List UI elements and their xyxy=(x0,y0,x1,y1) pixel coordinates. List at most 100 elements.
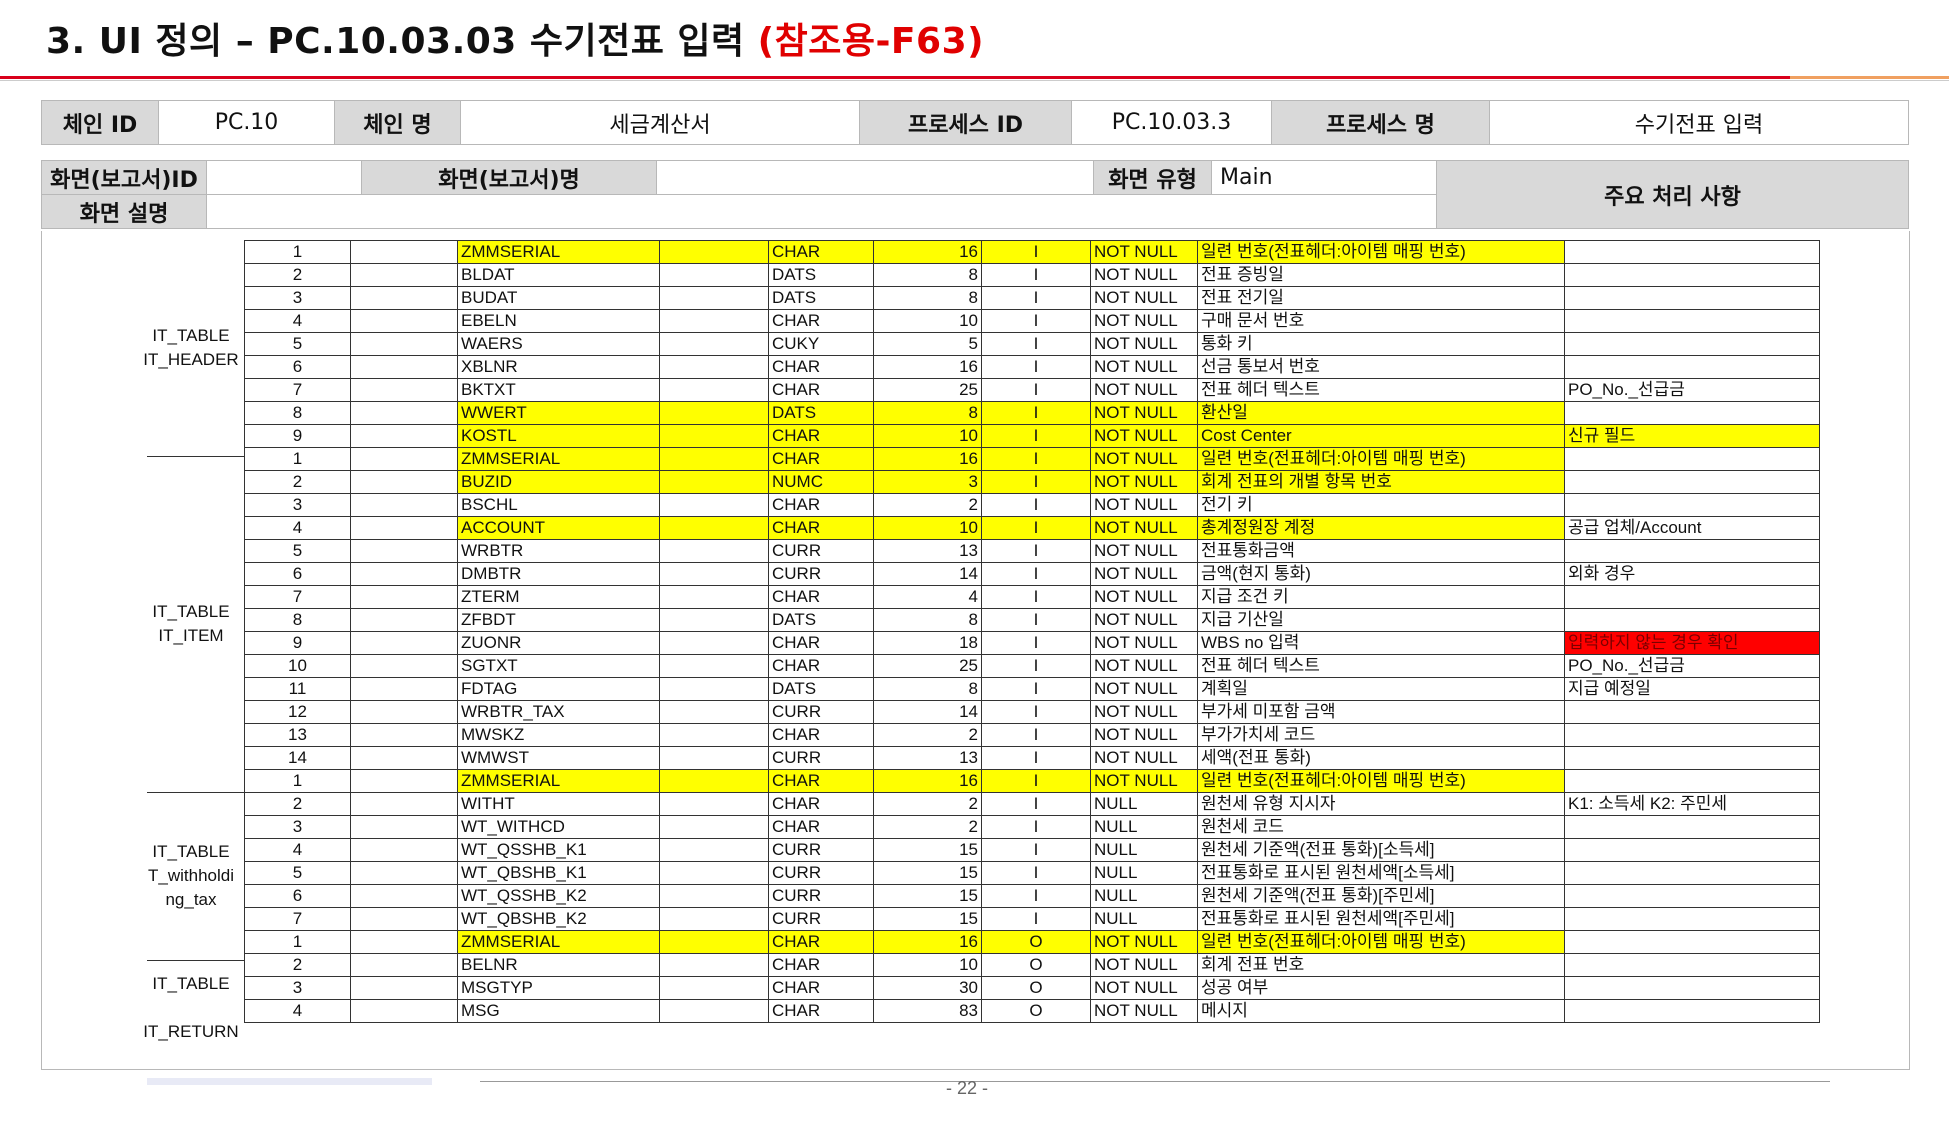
row-blank xyxy=(659,930,769,954)
io-type: I xyxy=(981,677,1091,701)
nullable: NOT NULL xyxy=(1090,286,1198,310)
data-type: CHAR xyxy=(768,815,874,839)
data-type: NUMC xyxy=(768,470,874,494)
field-length: 13 xyxy=(873,746,982,770)
field-length: 16 xyxy=(873,355,982,379)
row-number: 5 xyxy=(244,539,351,563)
group-label-line: IT_HEADER xyxy=(143,350,239,369)
screen-desc-label: 화면 설명 xyxy=(41,194,207,229)
group-label-line: T_withholdi xyxy=(148,866,234,885)
field-length: 3 xyxy=(873,470,982,494)
field-length: 15 xyxy=(873,884,982,908)
field-name: BSCHL xyxy=(457,493,660,517)
row-number: 3 xyxy=(244,976,351,1000)
row-number: 2 xyxy=(244,792,351,816)
group-divider xyxy=(147,792,244,793)
processing-note xyxy=(1564,930,1820,954)
nullable: NOT NULL xyxy=(1090,723,1198,747)
processing-note xyxy=(1564,401,1820,425)
field-length: 15 xyxy=(873,861,982,885)
table-row: 2 BELNR CHAR 10 O NOT NULL 회계 전표 번호 xyxy=(244,953,1820,977)
field-length: 15 xyxy=(873,907,982,931)
processing-note xyxy=(1564,999,1820,1023)
data-type: CHAR xyxy=(768,240,874,264)
row-blank xyxy=(350,585,458,609)
io-type: I xyxy=(981,700,1091,724)
screen-name-value xyxy=(656,160,1094,195)
data-type: CURR xyxy=(768,562,874,586)
nullable: NOT NULL xyxy=(1090,677,1198,701)
io-type: I xyxy=(981,401,1091,425)
row-blank xyxy=(350,378,458,402)
table-row: 5 WAERS CUKY 5 I NOT NULL 통화 키 xyxy=(244,332,1820,356)
io-type: I xyxy=(981,493,1091,517)
row-number: 6 xyxy=(244,355,351,379)
data-type: DATS xyxy=(768,401,874,425)
row-number: 7 xyxy=(244,378,351,402)
field-length: 8 xyxy=(873,608,982,632)
table-row: 3 BUDAT DATS 8 I NOT NULL 전표 전기일 xyxy=(244,286,1820,310)
field-description: 총계정원장 계정 xyxy=(1197,516,1565,540)
data-type: CHAR xyxy=(768,447,874,471)
row-number: 4 xyxy=(244,838,351,862)
table-row: 7 ZTERM CHAR 4 I NOT NULL 지급 조건 키 xyxy=(244,585,1820,609)
row-number: 2 xyxy=(244,470,351,494)
processing-note xyxy=(1564,240,1820,264)
nullable: NOT NULL xyxy=(1090,654,1198,678)
row-blank xyxy=(350,677,458,701)
nullable: NULL xyxy=(1090,815,1198,839)
row-blank xyxy=(659,838,769,862)
row-blank xyxy=(350,263,458,287)
group-label: IT_TABLE IT_ITEM xyxy=(140,600,242,648)
row-blank xyxy=(350,470,458,494)
row-number: 7 xyxy=(244,907,351,931)
field-description: 전표통화금액 xyxy=(1197,539,1565,563)
field-length: 30 xyxy=(873,976,982,1000)
row-number: 9 xyxy=(244,424,351,448)
field-name: SGTXT xyxy=(457,654,660,678)
row-blank xyxy=(659,378,769,402)
io-type: I xyxy=(981,447,1091,471)
group-label-line: ng_tax xyxy=(165,890,217,909)
io-type: I xyxy=(981,240,1091,264)
row-blank xyxy=(350,401,458,425)
field-name: XBLNR xyxy=(457,355,660,379)
field-description: 원천세 유형 지시자 xyxy=(1197,792,1565,816)
field-name: WT_WITHCD xyxy=(457,815,660,839)
field-description: 전표통화로 표시된 원천세액[소득세] xyxy=(1197,861,1565,885)
field-length: 8 xyxy=(873,286,982,310)
io-type: O xyxy=(981,953,1091,977)
row-blank xyxy=(659,769,769,793)
field-length: 10 xyxy=(873,516,982,540)
field-description: 지급 기산일 xyxy=(1197,608,1565,632)
row-blank xyxy=(659,424,769,448)
field-description: 환산일 xyxy=(1197,401,1565,425)
processing-note xyxy=(1564,815,1820,839)
row-number: 6 xyxy=(244,562,351,586)
row-blank xyxy=(350,838,458,862)
field-description: 일련 번호(전표헤더:아이템 매핑 번호) xyxy=(1197,447,1565,471)
screen-id-value xyxy=(206,160,362,195)
io-type: I xyxy=(981,424,1091,448)
io-type: I xyxy=(981,631,1091,655)
field-name: WRBTR xyxy=(457,539,660,563)
group-label: IT_TABLE IT_HEADER xyxy=(140,324,242,372)
io-type: I xyxy=(981,470,1091,494)
field-name: ZUONR xyxy=(457,631,660,655)
row-blank xyxy=(659,240,769,264)
row-number: 3 xyxy=(244,493,351,517)
nullable: NOT NULL xyxy=(1090,263,1198,287)
field-name: WT_QSSHB_K1 xyxy=(457,838,660,862)
field-name: FDTAG xyxy=(457,677,660,701)
field-name: WMWST xyxy=(457,746,660,770)
row-blank xyxy=(350,447,458,471)
title-divider-shadow xyxy=(0,80,1949,81)
field-name: WT_QBSHB_K2 xyxy=(457,907,660,931)
table-row: 1 ZMMSERIAL CHAR 16 I NOT NULL 일련 번호(전표헤더:아이템 … xyxy=(244,447,1820,471)
nullable: NOT NULL xyxy=(1090,562,1198,586)
table-row: 14 WMWST CURR 13 I NOT NULL 세액(전표 통화) xyxy=(244,746,1820,770)
screen-description-area xyxy=(41,231,1910,1070)
field-name: WRBTR_TAX xyxy=(457,700,660,724)
data-type: CURR xyxy=(768,884,874,908)
page-title: 3. UI 정의 – PC.10.03.03 수기전표 입력 (참조용-F63) xyxy=(46,12,984,64)
